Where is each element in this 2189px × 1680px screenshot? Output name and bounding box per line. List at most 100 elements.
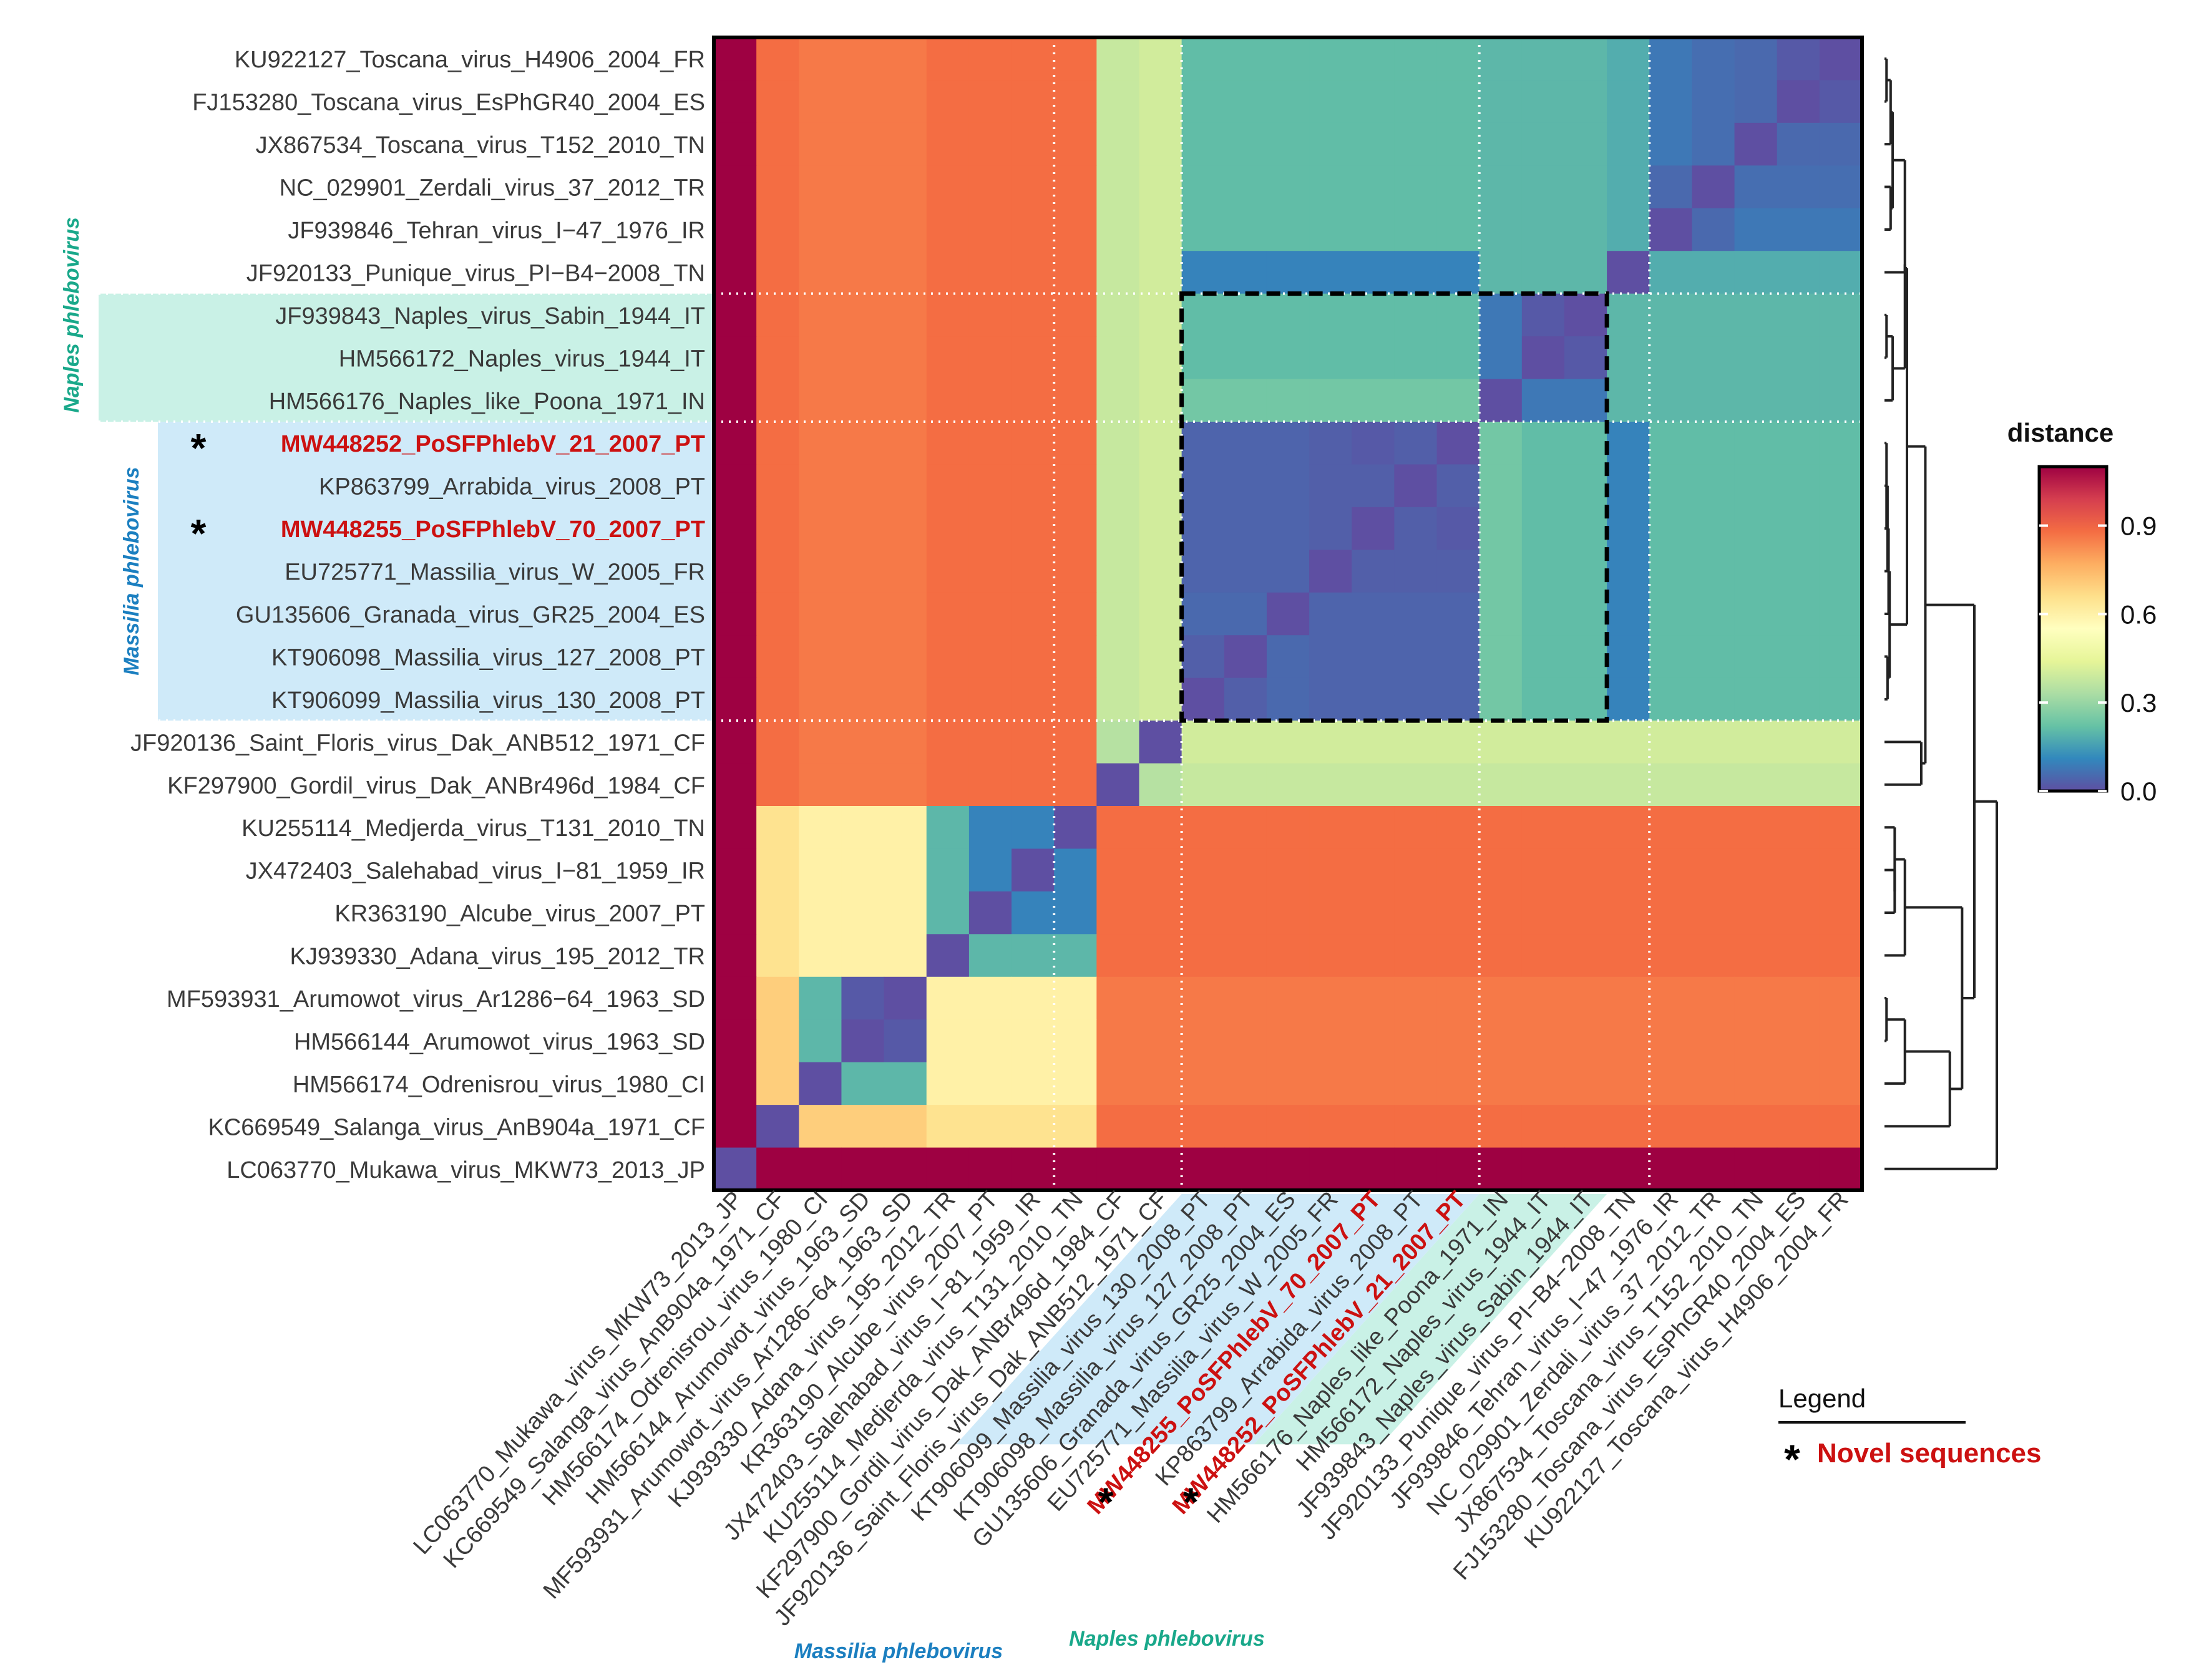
heatmap-cell <box>1096 976 1140 1020</box>
heatmap-cell <box>926 80 970 124</box>
row-label: JX867534_Toscana_virus_T152_2010_TN <box>256 132 705 158</box>
row-label: MF593931_Arumowot_virus_Ar1286−64_1963_S… <box>167 986 705 1012</box>
heatmap-cell <box>714 293 757 337</box>
heatmap-cell <box>1224 1062 1267 1105</box>
heatmap-cell <box>1692 635 1735 679</box>
heatmap-cell <box>926 550 970 593</box>
heatmap-cell <box>1352 806 1395 850</box>
heatmap-cell <box>1224 422 1267 465</box>
heatmap-cell <box>1352 934 1395 978</box>
heatmap-cell <box>1181 592 1225 636</box>
row-label: JF920136_Saint_Floris_virus_Dak_ANB512_1… <box>130 730 705 756</box>
heatmap-cell <box>1607 891 1650 935</box>
heatmap-cell <box>1564 293 1607 337</box>
heatmap-cell <box>714 592 757 636</box>
heatmap-cell <box>1352 1147 1395 1191</box>
heatmap-cell <box>1521 336 1565 380</box>
heatmap-cell <box>841 80 885 124</box>
heatmap-cell <box>1777 891 1820 935</box>
heatmap-cell <box>1692 934 1735 978</box>
heatmap-cell <box>1352 422 1395 465</box>
heatmap-cell <box>926 37 970 81</box>
dendrogram <box>1884 57 1998 1170</box>
heatmap-cell <box>968 934 1012 978</box>
heatmap-cell <box>1734 677 1778 721</box>
heatmap-cell <box>1139 848 1182 892</box>
heatmap-cell <box>841 592 885 636</box>
heatmap-cell <box>1819 1105 1863 1148</box>
heatmap-cell <box>1352 507 1395 550</box>
heatmap-cell <box>1096 848 1140 892</box>
heatmap-cell <box>1394 550 1438 593</box>
heatmap-cell <box>884 1105 927 1148</box>
heatmap-cell <box>1096 251 1140 294</box>
heatmap-cell <box>1352 1062 1395 1105</box>
heatmap-cell <box>1054 80 1097 124</box>
heatmap-cell <box>1479 934 1523 978</box>
heatmap-cell <box>1564 507 1607 550</box>
heatmap-cell <box>799 1062 842 1105</box>
heatmap-cell <box>841 379 885 422</box>
heatmap-cell <box>884 677 927 721</box>
heatmap-cell <box>1734 208 1778 251</box>
heatmap-cell <box>1734 721 1778 764</box>
heatmap-cell <box>1819 763 1863 807</box>
heatmap-cell <box>926 1019 970 1063</box>
heatmap-cell <box>799 37 842 81</box>
heatmap-cell <box>1819 848 1863 892</box>
heatmap-cell <box>1436 208 1480 251</box>
heatmap-cell <box>1012 165 1055 209</box>
heatmap-cell <box>1266 550 1310 593</box>
heatmap-cell <box>1734 165 1778 209</box>
heatmap-cell <box>1436 763 1480 807</box>
heatmap-cell <box>799 934 842 978</box>
heatmap-cell <box>1266 934 1310 978</box>
heatmap-cell <box>926 721 970 764</box>
heatmap-cell <box>884 891 927 935</box>
heatmap-cell <box>841 464 885 508</box>
heatmap-cell <box>714 934 757 978</box>
heatmap-cell <box>1436 976 1480 1020</box>
heatmap-cell <box>1054 677 1097 721</box>
heatmap-cell <box>1012 208 1055 251</box>
heatmap-cell <box>884 80 927 124</box>
heatmap-cell <box>1564 721 1607 764</box>
heatmap-cell <box>1394 422 1438 465</box>
heatmap-cell <box>799 677 842 721</box>
heatmap-cell <box>1479 592 1523 636</box>
heatmap-cell <box>1564 1147 1607 1191</box>
heatmap-cell <box>1012 976 1055 1020</box>
heatmap-cell <box>1224 336 1267 380</box>
heatmap-cell <box>1564 336 1607 380</box>
heatmap-cell <box>1352 379 1395 422</box>
heatmap-cell <box>1564 592 1607 636</box>
heatmap-cell <box>1394 806 1438 850</box>
novel-marker-icon: * <box>1098 1480 1114 1525</box>
heatmap-cell <box>1649 379 1693 422</box>
heatmap-cell <box>1649 336 1693 380</box>
heatmap-cell <box>841 1062 885 1105</box>
heatmap-cell <box>1819 677 1863 721</box>
heatmap-cell <box>1819 37 1863 81</box>
heatmap-cell <box>1649 550 1693 593</box>
heatmap-cell <box>1181 507 1225 550</box>
heatmap-cell <box>1266 891 1310 935</box>
heatmap-cell <box>714 1062 757 1105</box>
heatmap-cell <box>1692 976 1735 1020</box>
heatmap-cell <box>1266 635 1310 679</box>
heatmap-cell <box>968 635 1012 679</box>
heatmap-cell <box>1734 592 1778 636</box>
heatmap-cell <box>1649 422 1693 465</box>
heatmap-cell <box>1521 891 1565 935</box>
heatmap-cell <box>1309 1147 1352 1191</box>
heatmap-cell <box>1649 1105 1693 1148</box>
heatmap-cell <box>1734 763 1778 807</box>
heatmap-cell <box>926 976 970 1020</box>
heatmap-cell <box>1521 165 1565 209</box>
heatmap-cell <box>1266 422 1310 465</box>
heatmap-cell <box>1139 507 1182 550</box>
heatmap-cell <box>1224 80 1267 124</box>
heatmap-cell <box>714 464 757 508</box>
heatmap-cell <box>1819 464 1863 508</box>
heatmap-cell <box>968 336 1012 380</box>
